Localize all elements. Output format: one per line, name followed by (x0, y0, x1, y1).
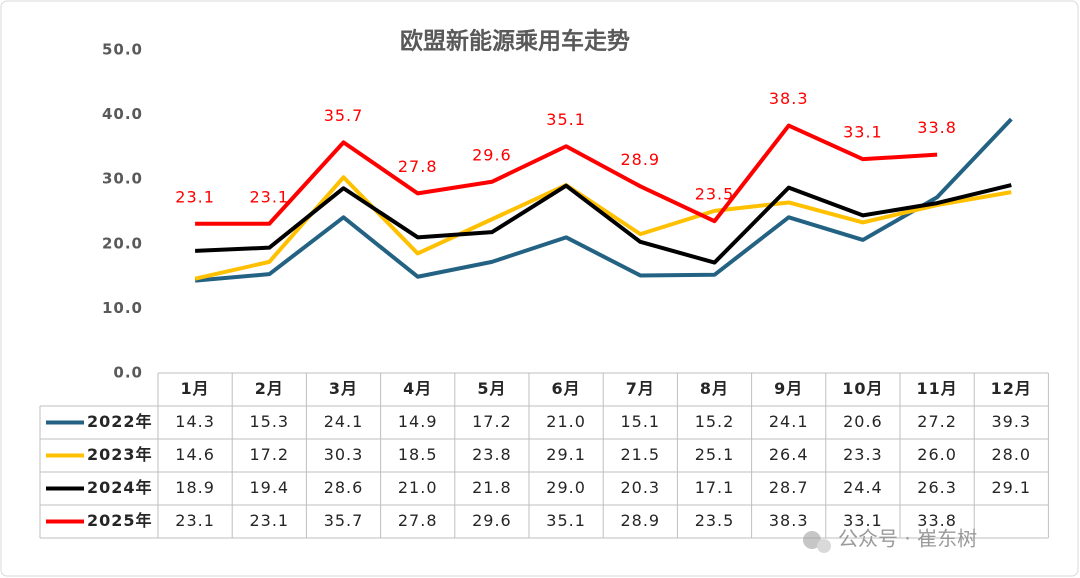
data-label: 35.1 (546, 110, 586, 129)
legend-label: 2023年 (87, 445, 153, 464)
x-tick-label: 4月 (403, 379, 432, 398)
data-label: 33.8 (917, 118, 957, 137)
table-cell: 18.9 (175, 478, 215, 497)
table-cell: 28.7 (769, 478, 809, 497)
y-tick-label: 20.0 (102, 234, 143, 252)
table-cell: 14.9 (398, 412, 438, 431)
x-tick-label: 6月 (552, 379, 581, 398)
table-cell: 20.3 (620, 478, 660, 497)
table-cell: 23.1 (175, 511, 215, 530)
table-cell: 29.1 (546, 445, 586, 464)
table-cell: 21.5 (620, 445, 660, 464)
legend-label: 2024年 (87, 478, 153, 497)
table-cell: 39.3 (991, 412, 1031, 431)
y-tick-label: 50.0 (102, 41, 143, 59)
table-cell: 19.4 (249, 478, 289, 497)
table-cell: 28.0 (991, 445, 1031, 464)
table-cell: 29.6 (472, 511, 512, 530)
table-cell: 15.1 (620, 412, 660, 431)
table-cell: 17.2 (472, 412, 512, 431)
x-tick-label: 1月 (181, 379, 210, 398)
table-cell: 33.1 (843, 511, 883, 530)
table-cell: 14.6 (175, 445, 215, 464)
table-cell: 20.6 (843, 412, 883, 431)
data-label: 29.6 (472, 145, 512, 164)
data-label: 28.9 (620, 150, 660, 169)
data-label: 23.5 (695, 185, 735, 204)
table-cell: 30.3 (324, 445, 364, 464)
x-tick-label: 8月 (700, 379, 729, 398)
table-cell: 23.8 (472, 445, 512, 464)
table-cell: 38.3 (769, 511, 809, 530)
series-line (194, 117, 1013, 283)
table-cell: 15.3 (249, 412, 289, 431)
table-cell: 23.5 (695, 511, 735, 530)
table-cell: 17.1 (695, 478, 735, 497)
legend-label: 2022年 (87, 412, 153, 431)
table-cell: 28.9 (620, 511, 660, 530)
table-cell: 29.1 (991, 478, 1031, 497)
table-cell: 27.8 (398, 511, 438, 530)
table-cell: 25.1 (695, 445, 735, 464)
table-cell: 21.0 (398, 478, 438, 497)
series-line (195, 183, 1012, 265)
table-cell: 23.3 (843, 445, 883, 464)
table-cell: 24.1 (324, 412, 364, 431)
data-label: 23.1 (249, 187, 289, 206)
table-cell: 28.6 (324, 478, 364, 497)
data-label: 33.1 (843, 123, 883, 142)
table-cell: 17.2 (249, 445, 289, 464)
table-cell: 29.0 (546, 478, 586, 497)
x-tick-label: 12月 (991, 379, 1032, 398)
table-cell: 15.2 (695, 412, 735, 431)
table-cell: 26.0 (917, 445, 957, 464)
table-cell: 24.4 (843, 478, 883, 497)
data-label: 23.1 (175, 187, 215, 206)
data-label: 35.7 (324, 106, 364, 125)
table-cell: 23.1 (249, 511, 289, 530)
x-tick-label: 10月 (842, 379, 883, 398)
x-tick-label: 5月 (477, 379, 506, 398)
table-cell: 26.3 (917, 478, 957, 497)
x-tick-label: 3月 (329, 379, 358, 398)
x-tick-label: 9月 (774, 379, 803, 398)
y-tick-label: 0.0 (113, 364, 143, 382)
series-line (194, 175, 1012, 281)
chart-title: 欧盟新能源乘用车走势 (400, 28, 630, 55)
table-cell: 14.3 (175, 412, 215, 431)
y-tick-label: 30.0 (102, 170, 143, 188)
table-cell: 27.2 (917, 412, 957, 431)
table-cell: 33.8 (917, 511, 957, 530)
watermark-icon (803, 531, 831, 553)
series-line (195, 123, 938, 226)
x-tick-label: 7月 (626, 379, 655, 398)
x-tick-label: 2月 (255, 379, 284, 398)
table-cell: 26.4 (769, 445, 809, 464)
x-tick-label: 11月 (916, 379, 957, 398)
table-cell: 18.5 (398, 445, 438, 464)
data-label: 27.8 (398, 157, 438, 176)
legend-label: 2025年 (87, 511, 153, 530)
table-cell: 21.8 (472, 478, 512, 497)
table-cell: 35.7 (324, 511, 364, 530)
table-cell: 24.1 (769, 412, 809, 431)
watermark: 公众号 · 崔东树 (838, 527, 977, 551)
y-tick-label: 40.0 (102, 105, 143, 123)
table-cell: 35.1 (546, 511, 586, 530)
table-cell: 21.0 (546, 412, 586, 431)
y-tick-label: 10.0 (102, 299, 143, 317)
data-label: 38.3 (769, 89, 809, 108)
